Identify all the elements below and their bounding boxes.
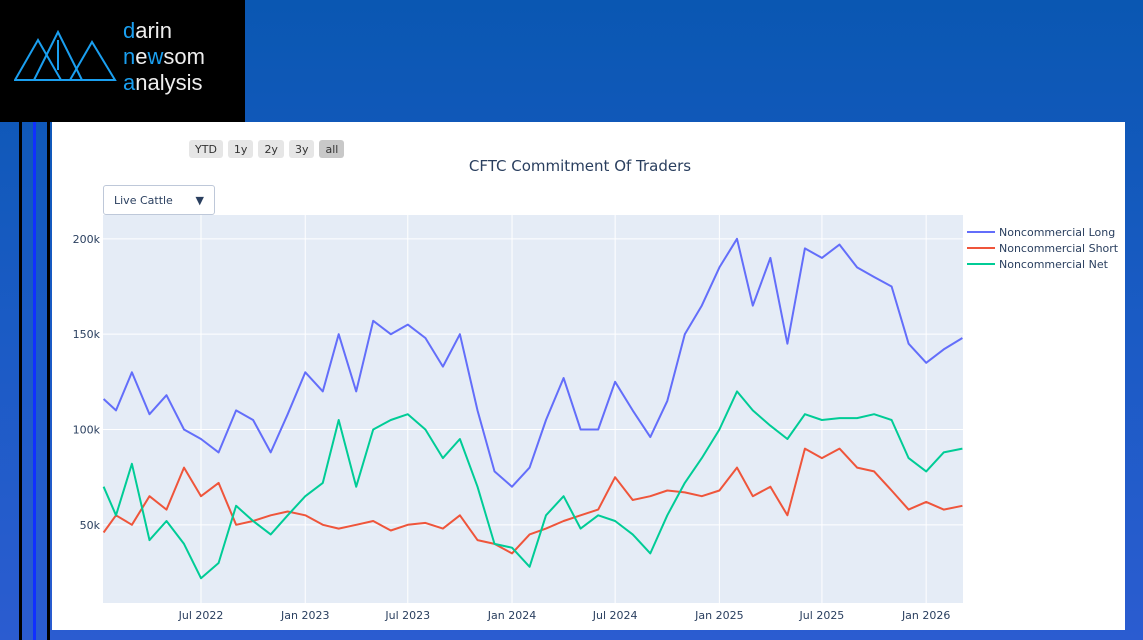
range-3y-button[interactable]: 3y <box>288 140 315 158</box>
series-line-long <box>102 237 963 488</box>
y-tick-label: 200k <box>73 233 101 246</box>
legend: Noncommercial Long Noncommercial Short N… <box>967 224 1118 272</box>
x-tick-label: Jan 2026 <box>901 609 950 622</box>
dropdown-value: Live Cattle <box>114 194 173 207</box>
chart-title: CFTC Commitment Of Traders <box>468 157 692 175</box>
series-line-net <box>102 390 963 580</box>
decor-bar <box>19 122 22 640</box>
legend-item-net[interactable]: Noncommercial Net <box>967 256 1118 272</box>
line-chart[interactable]: 50k 100k 150k 200k Jul 2022 Jan 2023 Jul 2023 J… <box>52 122 1125 630</box>
legend-item-short[interactable]: Noncommercial Short <box>967 240 1118 256</box>
y-tick-label: 150k <box>73 328 101 341</box>
range-ytd-button[interactable]: YTD <box>189 140 223 158</box>
range-selector: YTD 1y 2y 3y all <box>189 140 345 158</box>
x-tick-label: Jul 2022 <box>178 609 224 622</box>
logo: darin newsom analysis <box>0 0 245 122</box>
plot-area <box>103 215 963 603</box>
logo-text: darin newsom analysis <box>123 18 205 95</box>
decor-bar <box>47 122 50 640</box>
legend-item-long[interactable]: Noncommercial Long <box>967 224 1118 240</box>
mountain-wheat-logo-icon <box>14 30 117 81</box>
x-tick-label: Jan 2024 <box>487 609 536 622</box>
x-tick-label: Jul 2024 <box>592 609 638 622</box>
decor-stripe <box>33 122 36 640</box>
y-tick-label: 100k <box>73 423 101 436</box>
range-2y-button[interactable]: 2y <box>258 140 284 158</box>
commodity-dropdown[interactable]: Live Cattle ▼ <box>103 185 215 215</box>
range-1y-button[interactable]: 1y <box>227 140 254 158</box>
chevron-down-icon: ▼ <box>195 194 204 207</box>
x-tick-label: Jul 2023 <box>384 609 430 622</box>
x-tick-label: Jan 2025 <box>694 609 743 622</box>
chart-panel: YTD 1y 2y 3y all CFTC Commitment Of Trad… <box>52 122 1125 630</box>
range-all-button[interactable]: all <box>319 140 345 158</box>
y-tick-label: 50k <box>80 519 101 532</box>
x-tick-label: Jan 2023 <box>280 609 329 622</box>
series-line-short <box>102 447 963 555</box>
x-tick-label: Jul 2025 <box>799 609 845 622</box>
